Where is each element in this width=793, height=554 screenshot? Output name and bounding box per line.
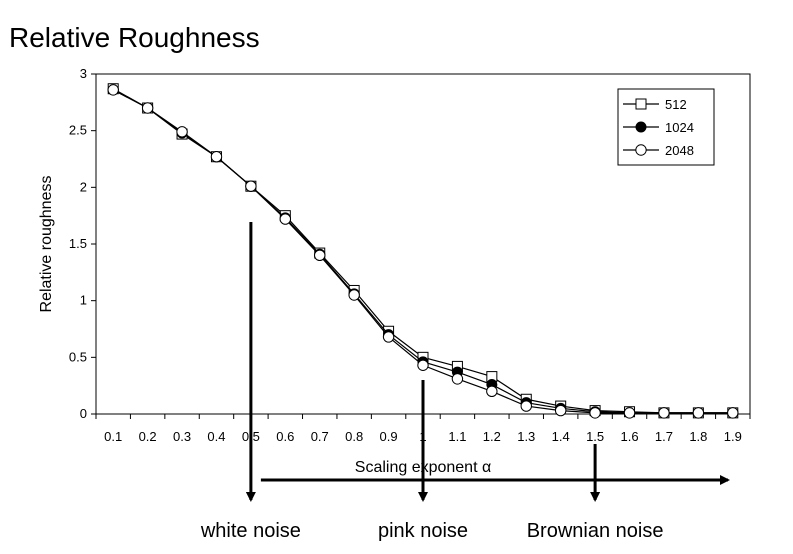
y-tick-label: 2 [80, 179, 87, 194]
data-point [451, 373, 464, 385]
data-point [417, 359, 429, 371]
legend-item: 512 [623, 97, 687, 112]
noise-annotations: white noise pink noise Brownian noise [200, 222, 730, 542]
y-tick-label: 3 [80, 66, 87, 81]
data-point [727, 407, 739, 419]
annotation: white noise [200, 222, 301, 542]
y-tick-label: 0.5 [69, 349, 87, 364]
legend-marker [635, 98, 647, 110]
data-point [314, 249, 326, 262]
y-tick-label: 0 [80, 406, 87, 421]
data-point [141, 102, 154, 114]
noise-label: Brownian noise [527, 520, 664, 542]
legend-label: 512 [665, 97, 687, 112]
annotation: Brownian noise [527, 444, 664, 542]
data-point [623, 407, 636, 419]
noise-label: white noise [200, 520, 301, 542]
x-tick-label: 1.5 [586, 429, 604, 444]
data-point [658, 407, 670, 419]
x-tick-label: 1.4 [552, 429, 570, 444]
data-point [279, 213, 292, 225]
data-point [210, 151, 223, 163]
data-point [554, 404, 567, 417]
y-tick-label: 1.5 [69, 236, 87, 251]
legend-item: 2048 [623, 143, 694, 158]
data-point [520, 400, 532, 412]
series-2048 [107, 84, 739, 419]
legend-marker [635, 144, 647, 156]
x-tick-label: 1.3 [517, 429, 535, 444]
slide-title: Relative Roughness [9, 22, 260, 53]
legend-label: 2048 [665, 143, 694, 158]
x-tick-label: 0.3 [173, 429, 191, 444]
data-point [176, 126, 188, 138]
data-point [692, 407, 705, 419]
x-tick-label: 1.1 [448, 429, 466, 444]
data-point [348, 289, 360, 301]
legend-marker [635, 121, 647, 133]
data-point [486, 385, 498, 398]
legend-label: 1024 [665, 120, 694, 135]
x-tick-label: 1.7 [655, 429, 673, 444]
x-tick-label: 0.9 [380, 429, 398, 444]
y-axis: 0 0.5 1 1.5 2 2.5 3 [69, 66, 96, 421]
data-point [245, 180, 257, 192]
data-point [589, 407, 601, 419]
x-tick-label: 0.1 [104, 429, 122, 444]
data-point [382, 331, 395, 343]
x-tick-label: 0.4 [207, 429, 225, 444]
x-tick-label: 1.2 [483, 429, 501, 444]
data-point [107, 84, 119, 96]
legend: 512 1024 2048 [617, 88, 715, 166]
x-tick-label: 1.9 [724, 429, 742, 444]
x-tick-label: 1.8 [689, 429, 707, 444]
x-tick-label: 0.6 [276, 429, 294, 444]
x-tick-label: 1.6 [620, 429, 638, 444]
y-axis-label: Relative roughness [38, 176, 55, 313]
series-layer [107, 83, 739, 419]
x-tick-label: 0.8 [345, 429, 363, 444]
legend-item: 1024 [623, 120, 694, 135]
x-tick-label: 0.7 [311, 429, 329, 444]
y-tick-label: 1 [80, 293, 87, 308]
y-tick-label: 2.5 [69, 123, 87, 138]
x-tick-label: 0.2 [139, 429, 157, 444]
noise-label: pink noise [378, 520, 468, 542]
